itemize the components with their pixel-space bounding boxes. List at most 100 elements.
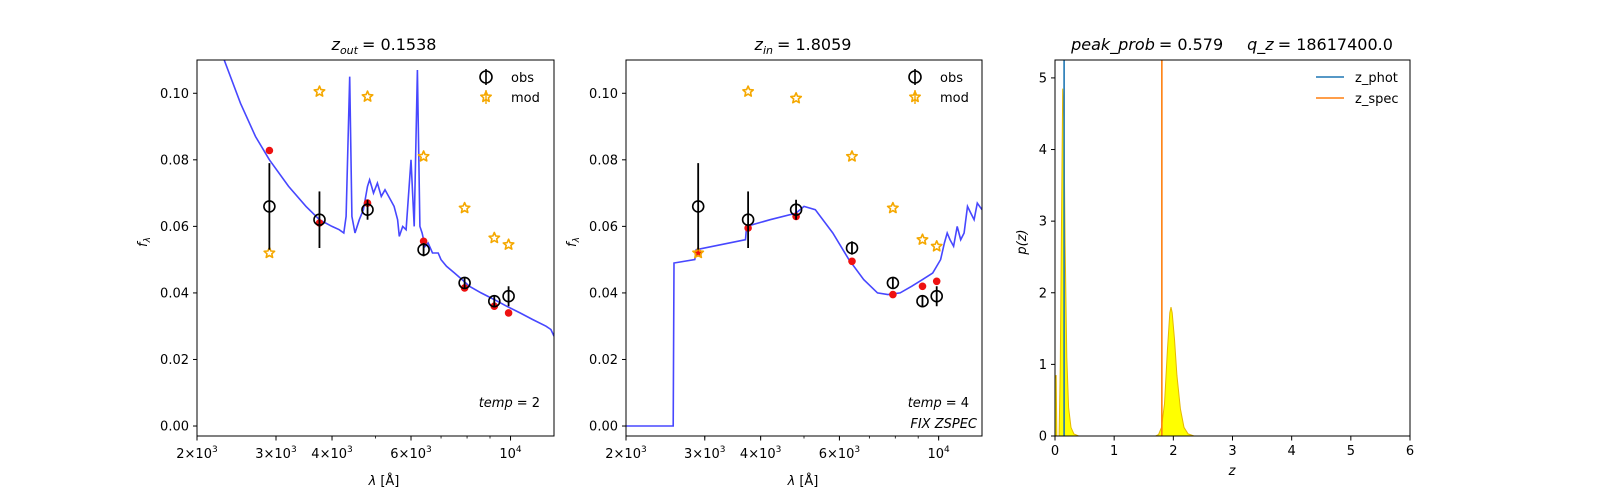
obs-point — [313, 213, 326, 226]
mod-star-point — [692, 246, 705, 259]
obs-point — [845, 241, 859, 255]
legend-z-spec-label: z_spec — [1355, 92, 1399, 107]
xlabel-z: z — [1228, 464, 1237, 479]
obs-point — [886, 276, 900, 290]
xtick-label: 3×103 — [255, 445, 296, 462]
legend-z-out: obs mod — [479, 69, 540, 106]
annotation-temp-z-in: temp = 4 — [908, 396, 969, 411]
obs-point — [691, 200, 705, 213]
model-photometry-point — [265, 146, 274, 155]
ytick-label: 0.00 — [160, 420, 189, 435]
legend-obs-marker — [908, 69, 922, 85]
ytick-label: 0.08 — [160, 153, 189, 168]
plot-area-z-out: 0.00 0.02 0.04 0.06 0.08 0.10 2×103 3×103 4×103 6… — [160, 59, 555, 462]
xtick-label: 3 — [1228, 444, 1236, 459]
title-z-in: zin = 1.8059 — [754, 35, 852, 57]
ytick-label: 0.00 — [589, 420, 618, 435]
panel-z-in: zin = 1.8059 0.00 0.02 0.04 0.06 0.08 0.10 2×10… — [565, 35, 983, 489]
legend-obs-label: obs — [511, 71, 534, 86]
legend-mod-marker — [479, 90, 493, 104]
legend-z-in: obs mod — [908, 69, 969, 106]
ytick-label: 4 — [1039, 143, 1047, 158]
mod-star-point — [417, 150, 430, 162]
obs-point — [930, 289, 944, 303]
mod-star-point — [313, 85, 326, 97]
ytick-label: 0.08 — [589, 153, 618, 168]
mod-star-point — [458, 201, 471, 214]
panel-z-out: zout = 0.1538 0.00 0.02 0.04 0.06 0.08 0.10 2×1… — [136, 35, 555, 489]
legend-obs-marker — [479, 69, 493, 85]
ytick-label: 0 — [1039, 430, 1047, 445]
plot-area-pz: 0 1 2 3 4 5 0 1 2 3 4 5 6 — [1039, 59, 1414, 459]
ytick-label: 0.06 — [160, 220, 189, 235]
obs-point — [916, 294, 929, 308]
xtick-label: 2×103 — [176, 445, 217, 462]
mod-star-point — [263, 246, 276, 259]
obs-point — [458, 276, 471, 290]
obs-point — [263, 200, 276, 213]
obs-point — [502, 289, 515, 303]
xtick-label: 2×103 — [605, 445, 646, 462]
xtick-label: 6×103 — [390, 445, 431, 462]
xtick-label: 4×103 — [311, 445, 352, 462]
data-layer — [1055, 60, 1351, 436]
xlabel-z-in: λ [Å] — [787, 473, 819, 489]
ytick-label: 0.10 — [160, 87, 189, 102]
ylabel-z-in: fλ — [565, 237, 582, 247]
ytick-label: 0.04 — [160, 286, 189, 301]
obs-point — [361, 203, 374, 216]
xlabel-z-out: λ [Å] — [368, 473, 400, 489]
xtick-label: 3×103 — [684, 445, 725, 462]
title-peak-prob: peak_prob = 0.579 q_z = 18617400.0 — [1070, 35, 1393, 55]
ytick-label: 2 — [1039, 286, 1047, 301]
xtick-label: 104 — [928, 445, 951, 462]
xtick-label: 4×103 — [740, 445, 781, 462]
xtick-label: 4 — [1288, 444, 1296, 459]
legend-mod-label: mod — [940, 91, 969, 106]
model-spectrum-line — [223, 60, 554, 337]
model-photometry-point — [918, 282, 927, 291]
xtick-label: 2 — [1169, 444, 1177, 459]
ylabel-z-out: fλ — [136, 237, 153, 247]
obs-point — [487, 294, 501, 308]
plot-area-z-in: 0.00 0.02 0.04 0.06 0.08 0.10 2×103 3×103 4×103 6… — [589, 59, 983, 462]
mod-star-point — [361, 90, 374, 102]
ytick-label: 0.10 — [589, 87, 618, 102]
legend-mod-label: mod — [511, 91, 540, 106]
model-photometry-point — [419, 237, 428, 246]
obs-point — [417, 243, 430, 256]
model-photometry-point — [848, 257, 856, 266]
pdf-line — [1055, 88, 1351, 436]
title-z-out: zout = 0.1538 — [331, 35, 437, 57]
ytick-label: 0.02 — [160, 353, 189, 368]
legend-obs-label: obs — [940, 71, 963, 86]
xtick-label: 1 — [1110, 444, 1118, 459]
xtick-label: 0 — [1051, 444, 1059, 459]
xtick-label: 5 — [1347, 444, 1355, 459]
ytick-label: 0.06 — [589, 220, 618, 235]
annotation-temp-z-out: temp = 2 — [479, 396, 540, 411]
xtick-label: 6×103 — [819, 445, 860, 462]
data-layer — [223, 60, 554, 337]
mod-star-point — [886, 201, 899, 214]
mod-star-point — [916, 233, 929, 245]
ytick-label: 0.04 — [589, 286, 618, 301]
ytick-label: 5 — [1039, 71, 1047, 86]
data-layer — [626, 85, 982, 427]
legend-mod-marker — [908, 90, 922, 104]
panel-pz: peak_prob = 0.579 q_z = 18617400.0 0 1 2 3 4 5 0 1… — [1015, 35, 1414, 479]
obs-point — [741, 213, 755, 226]
model-spectrum-line — [626, 201, 982, 427]
ytick-label: 1 — [1039, 358, 1047, 373]
mod-star-point — [502, 238, 515, 250]
legend-z-phot-label: z_phot — [1355, 71, 1398, 86]
model-photometry-point — [932, 277, 941, 286]
ylabel-pz: p(z) — [1015, 229, 1030, 255]
xtick-label: 6 — [1406, 444, 1414, 459]
mod-star-point — [488, 231, 501, 244]
ytick-label: 3 — [1039, 215, 1047, 230]
ytick-label: 0.02 — [589, 353, 618, 368]
mod-star-point — [930, 240, 943, 252]
